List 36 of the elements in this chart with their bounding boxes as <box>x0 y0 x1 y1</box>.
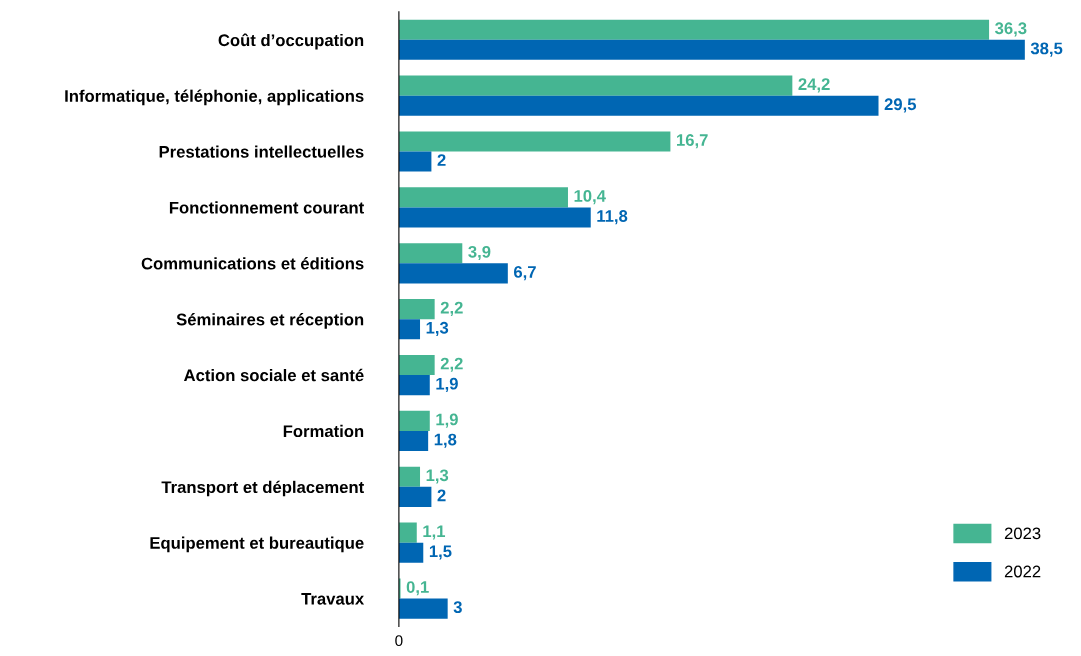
data-label: 2,2 <box>440 357 463 372</box>
y-tick-label: Communications et éditions <box>141 257 364 270</box>
data-label: 3 <box>453 601 462 614</box>
y-tick-label: Travaux <box>301 593 365 605</box>
y-tick-label: Coût d’occupation <box>218 33 364 50</box>
data-label: 36,3 <box>995 22 1027 37</box>
data-label: 16,7 <box>677 134 708 149</box>
data-label: 1,3 <box>426 321 449 337</box>
data-label: 1,5 <box>429 545 452 560</box>
y-tick-label: Prestations intellectuelles <box>159 145 364 158</box>
data-label: 1,3 <box>426 469 449 484</box>
data-label: 10,4 <box>574 190 606 205</box>
data-label: 1,9 <box>436 413 458 428</box>
data-label: 11,8 <box>597 210 628 225</box>
y-tick-label: Action sociale et santé <box>183 368 364 382</box>
data-label: 29,5 <box>884 98 917 113</box>
data-label: 1,1 <box>423 525 446 540</box>
y-tick-label: Transport et déplacement <box>161 480 364 497</box>
y-tick-label: Formation <box>283 424 364 438</box>
data-label: 1,9 <box>436 377 458 392</box>
y-tick-label: Informatique, téléphonie, applications <box>65 89 364 106</box>
data-label: 1,8 <box>434 433 457 448</box>
data-label: 3,9 <box>468 245 491 261</box>
y-tick-label: Fonctionnement courant <box>169 201 364 214</box>
legend-label: 2023 <box>1004 527 1041 540</box>
data-label: 6,7 <box>513 265 536 281</box>
data-label: 2 <box>437 154 446 166</box>
data-label: 38,5 <box>1030 42 1063 57</box>
legend-label: 2022 <box>1004 565 1041 578</box>
y-tick-label: Equipement et bureautique <box>150 536 364 553</box>
data-label: 2,2 <box>440 301 463 316</box>
data-label: 24,2 <box>798 78 830 93</box>
data-label: 2 <box>437 489 446 502</box>
data-label: 0,1 <box>406 581 429 596</box>
y-tick-label: Séminaires et réception <box>176 313 364 329</box>
text: 0 <box>395 635 403 647</box>
